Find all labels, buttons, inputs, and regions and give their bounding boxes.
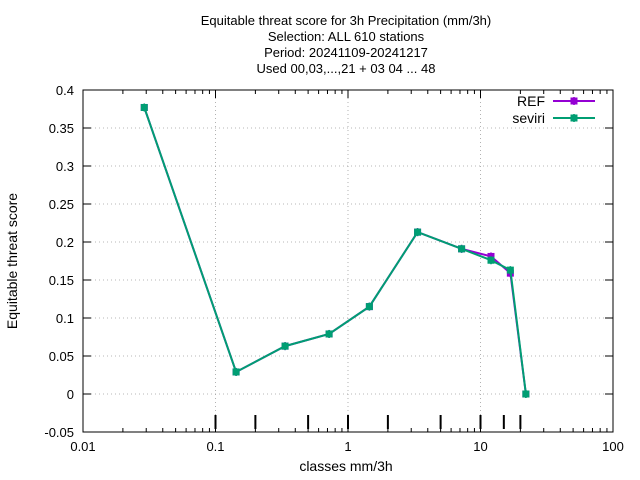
- title-line-3: Period: 20241109-20241217: [264, 45, 428, 60]
- data-point-seviri: [506, 266, 514, 274]
- x-tick-label: 10: [473, 439, 487, 454]
- y-tick-label: 0.15: [49, 273, 74, 288]
- data-point-seviri: [414, 228, 422, 236]
- y-tick-label: 0.3: [56, 159, 74, 174]
- y-tick-label: 0: [67, 387, 74, 402]
- title-line-4: Used 00,03,...,21 + 03 04 ... 48: [257, 61, 436, 76]
- x-tick-label: 0.01: [70, 439, 95, 454]
- y-axis-label: Equitable threat score: [4, 193, 20, 329]
- title-line-1: Equitable threat score for 3h Precipitat…: [201, 13, 491, 28]
- data-point-seviri: [232, 368, 240, 376]
- plot-frame: [82, 89, 614, 433]
- x-tick-label: 100: [602, 439, 624, 454]
- data-point-seviri: [325, 330, 333, 338]
- grid: [83, 90, 613, 432]
- x-tick-label: 1: [344, 439, 351, 454]
- axis-ticks: -0.05 0 0.05 0.1 0.15 0.2 0.25 0.3 0.35 0.4 0.01 0.…: [44, 83, 623, 454]
- legend-label-ref: REF: [517, 93, 545, 109]
- class-markers: [214, 415, 522, 429]
- y-tick-label: 0.25: [49, 197, 74, 212]
- y-tick-label: 0.35: [49, 121, 74, 136]
- data-point-seviri: [140, 103, 148, 111]
- legend-swatch-point: [570, 97, 578, 105]
- plot-series: [140, 103, 530, 398]
- data-point-seviri: [365, 303, 373, 311]
- x-tick-label: 0.1: [206, 439, 224, 454]
- data-point-seviri: [458, 245, 466, 253]
- x-axis-label: classes mm/3h: [299, 458, 392, 474]
- legend-swatch-point: [570, 114, 578, 122]
- data-point-seviri: [522, 390, 530, 398]
- chart-title: Equitable threat score for 3h Precipitat…: [201, 13, 491, 76]
- y-tick-label: 0.2: [56, 235, 74, 250]
- data-point-seviri: [281, 342, 289, 350]
- title-line-2: Selection: ALL 610 stations: [268, 29, 425, 44]
- y-tick-label: 0.1: [56, 311, 74, 326]
- y-tick-label: 0.05: [49, 349, 74, 364]
- series-line-seviri: [143, 107, 527, 395]
- legend-label-seviri: seviri: [512, 110, 545, 126]
- data-point-seviri: [487, 256, 495, 264]
- y-tick-label: 0.4: [56, 83, 74, 98]
- y-tick-label: -0.05: [44, 425, 74, 440]
